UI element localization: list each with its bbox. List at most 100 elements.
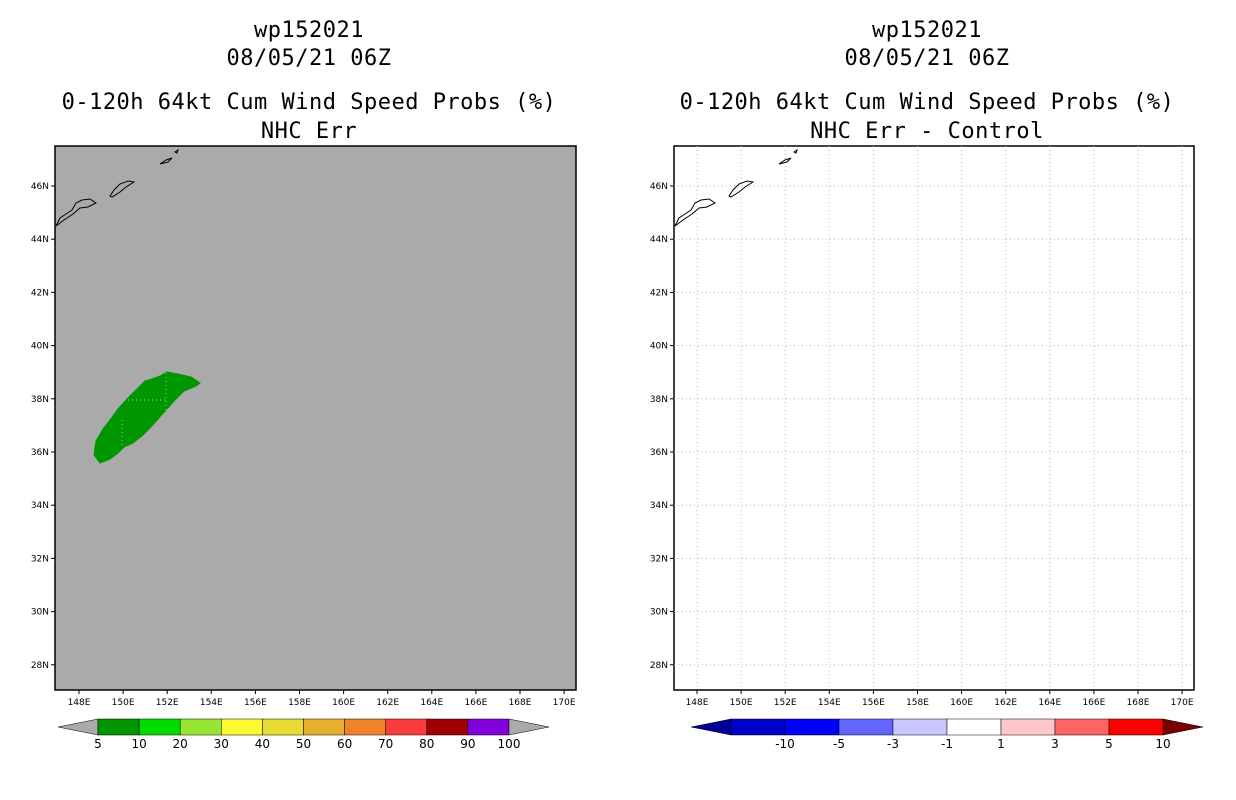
- right-lon-label: 170E: [1171, 698, 1194, 708]
- right-colorbar-label: -3: [887, 737, 899, 751]
- right-lon-label: 164E: [1038, 698, 1061, 708]
- left-panel: wp152021 08/05/21 06Z 0-120h 64kt Cum Wi…: [31, 18, 577, 751]
- left-lon-label: 170E: [553, 698, 576, 708]
- left-colorbar-swatch: [138, 718, 181, 736]
- right-colorbar-swatch: [946, 718, 1002, 736]
- right-map-background: [673, 145, 1195, 691]
- left-lon-label: 152E: [156, 698, 179, 708]
- left-colorbar-label: 30: [214, 737, 229, 751]
- right-colorbar-label: -5: [833, 737, 845, 751]
- right-colorbar-swatch: [892, 718, 948, 736]
- left-island: [174, 148, 179, 154]
- left-title-subtitle: NHC Err: [260, 119, 358, 144]
- left-colorbar-label: 40: [255, 737, 270, 751]
- left-lon-label: 160E: [332, 698, 355, 708]
- right-title-subtitle: NHC Err - Control: [810, 119, 1044, 144]
- right-island: [778, 157, 792, 165]
- left-colorbar-swatch: [303, 718, 345, 736]
- left-lat-label: 44N: [31, 235, 49, 245]
- right-lat-label: 44N: [650, 235, 668, 245]
- left-island: [55, 198, 97, 227]
- right-colorbar-label: -1: [941, 737, 953, 751]
- right-title-datetime: 08/05/21 06Z: [844, 46, 1010, 71]
- right-colorbar-label: 5: [1105, 737, 1113, 751]
- left-lon-label: 156E: [244, 698, 267, 708]
- left-title-storm-id: wp152021: [254, 18, 364, 43]
- right-colorbar-swatch: [1000, 718, 1056, 736]
- right-colorbar-label: 1: [997, 737, 1005, 751]
- right-lat-label: 40N: [650, 342, 668, 352]
- left-lat-label: 28N: [31, 661, 49, 671]
- left-colorbar-label: 70: [378, 737, 393, 751]
- right-panel: wp152021 08/05/21 06Z 0-120h 64kt Cum Wi…: [618, 0, 1236, 800]
- left-colorbar-label: 10: [131, 737, 146, 751]
- left-lat-ticks: 46N 44N 42N 40N 38N 36N 34N 32N 30N 28N: [31, 182, 55, 671]
- right-colorbar-label: -10: [775, 737, 795, 751]
- right-lat-label: 36N: [650, 448, 668, 458]
- right-lon-ticks: 148E 150E 152E 154E 156E 158E 160E 162E 164E 166E…: [686, 690, 1194, 708]
- right-island: [793, 148, 798, 154]
- right-lat-label: 28N: [650, 661, 668, 671]
- left-lon-label: 148E: [68, 698, 91, 708]
- right-lon-label: 148E: [686, 698, 709, 708]
- right-lat-label: 34N: [650, 501, 668, 511]
- left-lat-label: 38N: [31, 395, 49, 405]
- right-title-storm-id: wp152021: [872, 18, 982, 43]
- left-colorbar-over: [508, 718, 550, 736]
- left-island: [109, 180, 136, 198]
- right-title-product: 0-120h 64kt Cum Wind Speed Probs (%): [679, 90, 1175, 115]
- right-island: [674, 198, 716, 227]
- left-lon-ticks: 148E 150E 152E 154E 156E 158E 160E 162E 164E 166E…: [68, 690, 576, 708]
- left-colorbar-swatch: [385, 718, 428, 736]
- left-colorbar-swatch: [426, 718, 469, 736]
- left-colorbar-swatch: [467, 718, 510, 736]
- left-title-product: 0-120h 64kt Cum Wind Speed Probs (%): [61, 90, 557, 115]
- right-lon-label: 166E: [1082, 698, 1105, 708]
- left-colorbar-label: 60: [337, 737, 352, 751]
- right-lon-label: 168E: [1127, 698, 1150, 708]
- right-lon-label: 152E: [774, 698, 797, 708]
- left-colorbar: 5 10 20 30 40 50 60 70 80 90 100: [57, 718, 550, 751]
- left-colorbar-label: 80: [419, 737, 434, 751]
- right-island: [728, 180, 755, 198]
- left-lat-label: 42N: [31, 288, 49, 298]
- right-lat-label: 30N: [650, 608, 668, 618]
- left-probability-area: [93, 371, 201, 464]
- right-colorbar-swatch: [784, 718, 840, 736]
- left-colorbar-swatch: [179, 718, 222, 736]
- left-lat-label: 32N: [31, 554, 49, 564]
- right-colorbar: -10 -5 -3 -1 1 3 5 10: [690, 718, 1204, 751]
- right-colorbar-label: 10: [1155, 737, 1170, 751]
- left-colorbar-swatch: [221, 718, 263, 736]
- right-grid: [674, 146, 1194, 690]
- right-colorbar-swatch: [730, 718, 786, 736]
- right-lat-label: 42N: [650, 288, 668, 298]
- right-colorbar-swatch: [838, 718, 894, 736]
- left-colorbar-swatch: [97, 718, 140, 736]
- right-lon-label: 158E: [906, 698, 929, 708]
- right-lon-label: 150E: [730, 698, 753, 708]
- right-lon-label: 154E: [818, 698, 841, 708]
- left-lat-label: 36N: [31, 448, 49, 458]
- right-lat-label: 46N: [650, 182, 668, 192]
- right-lon-label: 160E: [950, 698, 973, 708]
- left-lon-label: 166E: [464, 698, 487, 708]
- right-lat-label: 38N: [650, 395, 668, 405]
- left-lon-label: 168E: [509, 698, 532, 708]
- left-lon-label: 150E: [112, 698, 135, 708]
- left-lat-label: 46N: [31, 182, 49, 192]
- right-colorbar-label: 3: [1051, 737, 1059, 751]
- left-lon-label: 162E: [376, 698, 399, 708]
- right-colorbar-swatch: [1108, 718, 1164, 736]
- left-island: [159, 157, 173, 165]
- left-colorbar-label: 20: [173, 737, 188, 751]
- left-lat-label: 30N: [31, 608, 49, 618]
- left-lat-label: 40N: [31, 342, 49, 352]
- left-colorbar-label: 5: [94, 737, 102, 751]
- right-lat-ticks: 46N 44N 42N 40N 38N 36N 34N 32N 30N 28N: [650, 182, 674, 671]
- left-colorbar-swatch: [262, 718, 304, 736]
- left-colorbar-label: 90: [460, 737, 475, 751]
- right-colorbar-swatch: [1054, 718, 1110, 736]
